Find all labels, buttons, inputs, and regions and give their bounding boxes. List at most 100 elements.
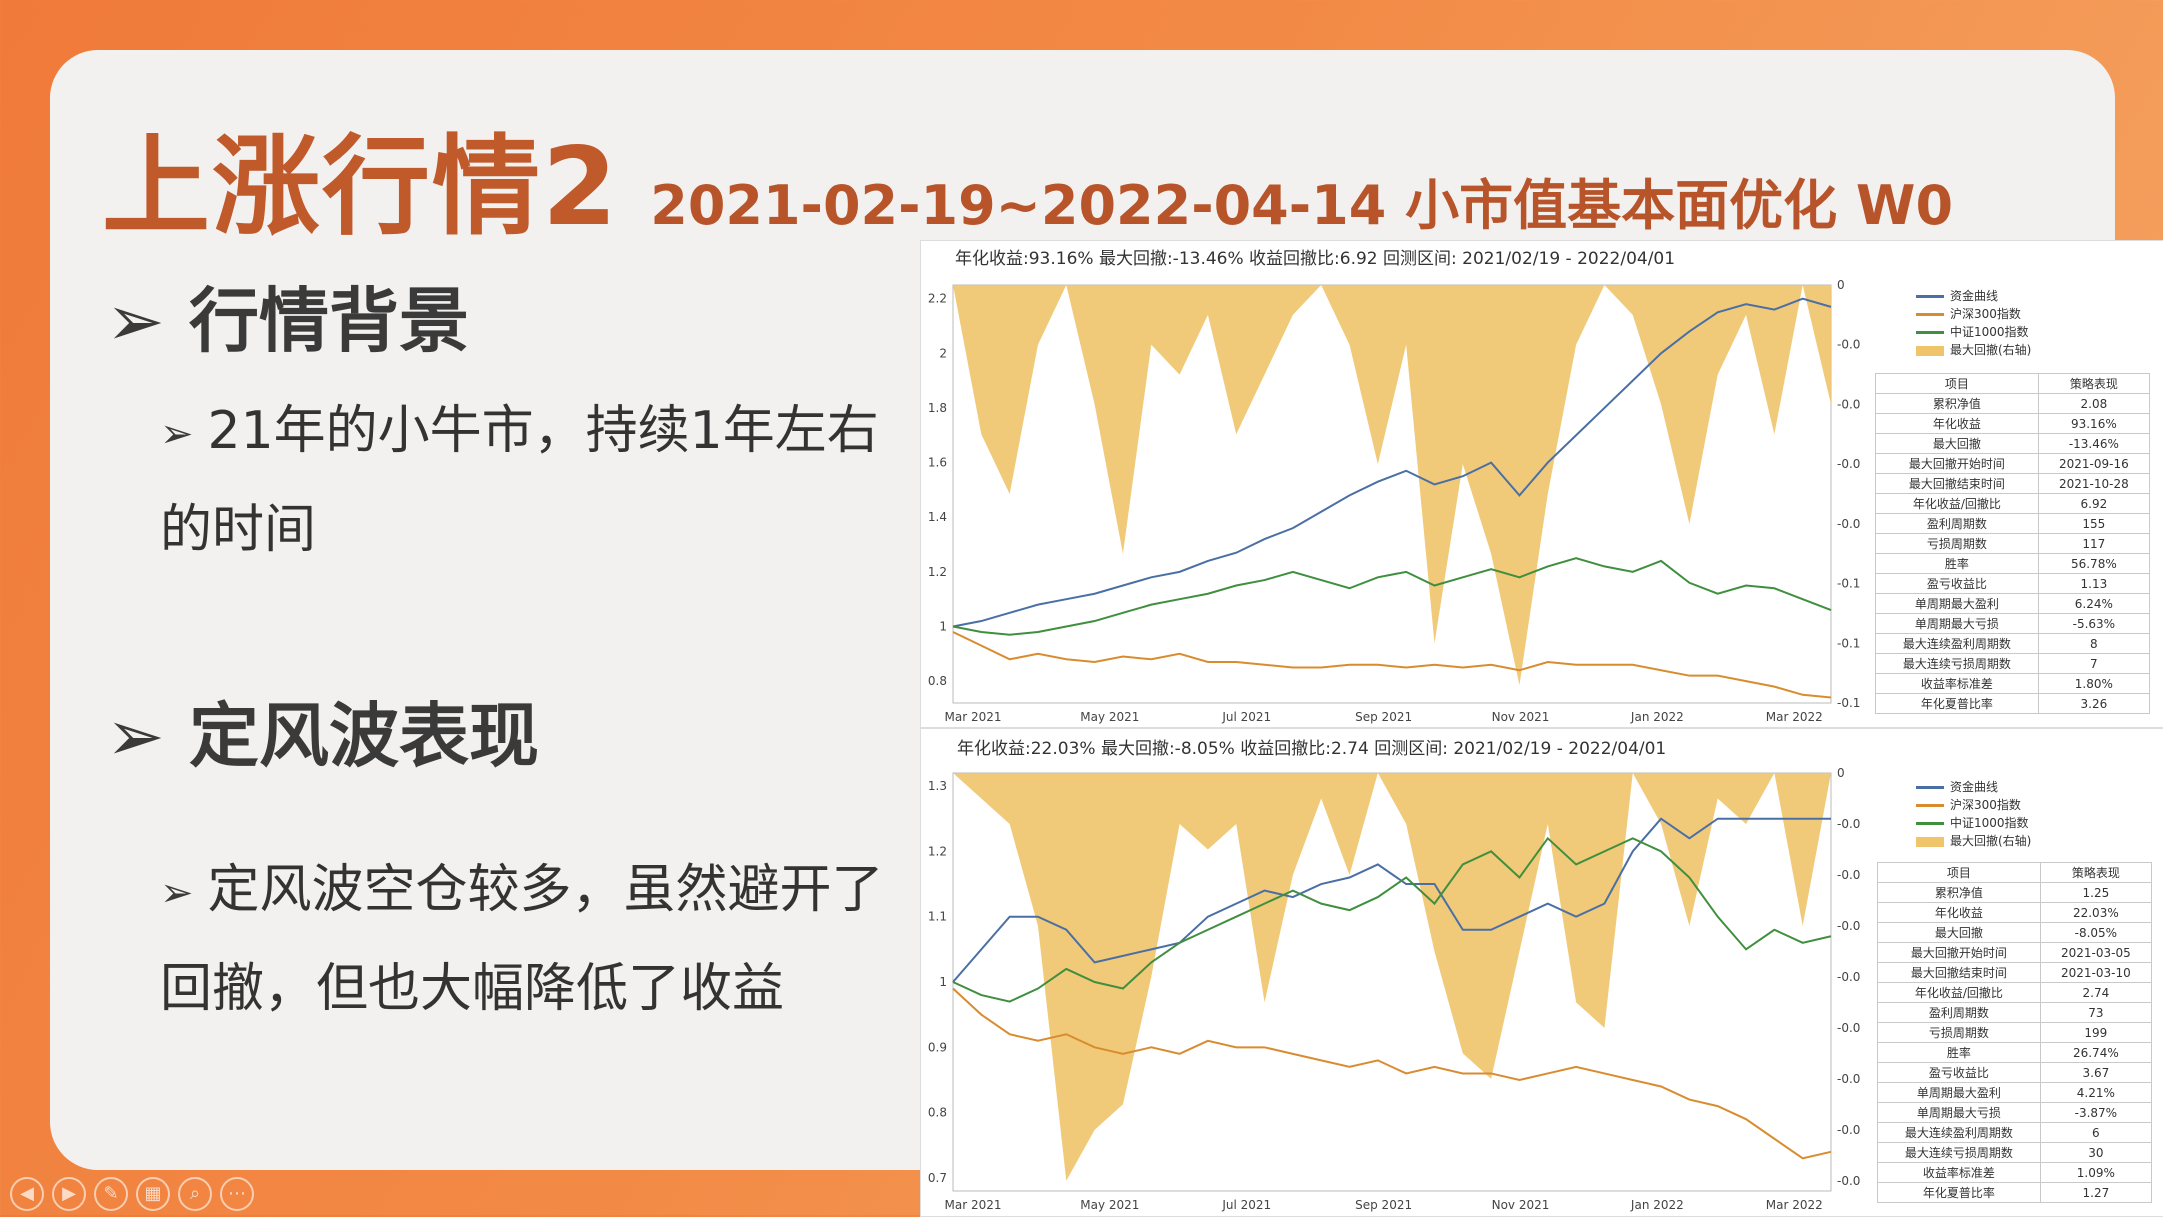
stats-label: 单周期最大盈利: [1877, 1082, 2041, 1103]
stats-row: 单周期最大亏损 -3.87%: [1877, 1102, 2153, 1123]
chart2-svg: 0.7 0.8 0.9 1 1.1 1.2 1.3 0 -0.01 -0.02 -0.03 -0.04…: [928, 766, 1861, 1212]
y-tick-label: 1.2: [928, 844, 947, 858]
arrow-bullet-icon: ➢: [106, 695, 165, 777]
x-tick-label: May 2021: [1080, 710, 1139, 724]
x-tick-label: Jan 2022: [1630, 1198, 1684, 1212]
stats-label: 年化收益: [1875, 413, 2039, 434]
stats-row: 累积净值 1.25: [1877, 882, 2153, 903]
stats-label: 最大回撤: [1877, 922, 2041, 943]
stats-label: 收益率标准差: [1877, 1162, 2041, 1183]
section1-body: ➢ 21年的小牛市，持续1年左右的时间: [160, 383, 920, 578]
legend-item: 中证1000指数: [1916, 323, 2031, 341]
stats-header: 项目: [1877, 862, 2041, 883]
chart1-stats-table: 项目 策略表现 累积净值 2.08 年化收益 93.16% 最大回撤 -13.46% 最大回撤开…: [1875, 373, 2151, 714]
stats-label: 单周期最大盈利: [1875, 593, 2039, 614]
stats-row: 最大回撤结束时间 2021-03-10: [1877, 962, 2153, 983]
series-line-zz1000: [952, 557, 1832, 636]
y-tick-label: 2.2: [928, 292, 947, 306]
y2-tick-label: 0: [1837, 766, 1845, 780]
series-line-strategy: [952, 817, 1831, 983]
legend-label: 资金曲线: [1950, 780, 1999, 794]
stats-label: 盈亏收益比: [1877, 1062, 2041, 1083]
y-tick-label: 1: [939, 975, 947, 989]
y-tick-label: 1.8: [928, 401, 947, 415]
next-icon[interactable]: ▶: [52, 1177, 86, 1211]
zoom-icon[interactable]: ⌕: [178, 1177, 212, 1211]
y-tick-label: 2: [939, 346, 947, 360]
stats-row: 最大回撤结束时间 2021-10-28: [1875, 473, 2151, 494]
stats-row: 亏损周期数 117: [1875, 533, 2151, 554]
stats-label: 单周期最大亏损: [1877, 1102, 2041, 1123]
stats-value: -5.63%: [2037, 613, 2151, 634]
stats-value: 2021-09-16: [2037, 453, 2151, 474]
y2-tick-label: -0.04: [1837, 397, 1861, 411]
grid-icon[interactable]: ▦: [136, 1177, 170, 1211]
stats-value: -3.87%: [2039, 1102, 2153, 1123]
x-tick-label: Sep 2021: [1355, 1198, 1412, 1212]
stats-value: 93.16%: [2037, 413, 2151, 434]
stats-value: 6: [2039, 1122, 2153, 1143]
series-line-hs300: [952, 987, 1832, 1160]
series-line-zz1000: [952, 836, 1832, 1003]
y2-tick-label: -0.07: [1837, 1123, 1861, 1137]
stats-label: 最大回撤开始时间: [1877, 942, 2041, 963]
stats-label: 年化夏普比率: [1877, 1182, 2041, 1203]
pen-icon[interactable]: ✎: [94, 1177, 128, 1211]
y2-tick-label: -0.03: [1837, 919, 1861, 933]
stats-row: 年化收益 22.03%: [1877, 902, 2153, 923]
stats-label: 最大连续盈利周期数: [1877, 1122, 2041, 1143]
drawdown-area: [953, 773, 1831, 1181]
x-tick-label: Jan 2022: [1630, 710, 1684, 724]
stats-row: 胜率 56.78%: [1875, 553, 2151, 574]
arrow-bullet-icon: ➢: [160, 411, 194, 457]
legend-item: 资金曲线: [1916, 778, 2031, 796]
stats-row: 最大连续亏损周期数 30: [1877, 1142, 2153, 1163]
y2-tick-label: -0.08: [1837, 1174, 1861, 1188]
stats-value: 7: [2037, 653, 2151, 674]
y-tick-label: 1.2: [928, 565, 947, 579]
section2-body-text: 定风波空仓较多，虽然避开了回撤，但也大幅降低了收益: [160, 860, 884, 1019]
stats-row: 收益率标准差 1.80%: [1875, 673, 2151, 694]
stats-label: 盈利周期数: [1875, 513, 2039, 534]
stats-label: 胜率: [1877, 1042, 2041, 1063]
stats-row: 亏损周期数 199: [1877, 1022, 2153, 1043]
stats-label: 最大回撤开始时间: [1875, 453, 2039, 474]
arrow-bullet-icon: ➢: [106, 280, 165, 362]
arrow-bullet-icon: ➢: [160, 870, 194, 916]
y-tick-label: 1.3: [928, 779, 947, 793]
stats-label: 最大回撤结束时间: [1875, 473, 2039, 494]
stats-row: 最大回撤 -8.05%: [1877, 922, 2153, 943]
stats-header: 策略表现: [2039, 862, 2153, 883]
legend-label: 最大回撤(右轴): [1950, 343, 2032, 357]
legend-label: 最大回撤(右轴): [1950, 834, 2032, 848]
title-subtitle: 2021-02-19~2022-04-14 小市值基本面优化 W0: [650, 174, 1954, 237]
stats-label: 年化收益/回撤比: [1877, 982, 2041, 1003]
more-icon[interactable]: ⋯: [220, 1177, 254, 1211]
y-tick-label: 0.9: [928, 1040, 947, 1054]
stats-label: 单周期最大亏损: [1875, 613, 2039, 634]
legend-item: 沪深300指数: [1916, 796, 2031, 814]
x-tick-label: Jul 2021: [1221, 1198, 1271, 1212]
stats-row: 单周期最大亏损 -5.63%: [1875, 613, 2151, 634]
chart1-legend: 资金曲线 沪深300指数 中证1000指数 最大回撤(右轴): [1916, 287, 2031, 359]
prev-icon[interactable]: ◀: [10, 1177, 44, 1211]
stats-row: 最大连续盈利周期数 8: [1875, 633, 2151, 654]
title-main: 上涨行情2: [102, 125, 620, 250]
stats-value: -13.46%: [2037, 433, 2151, 454]
chart1-svg: 0.8 1 1.2 1.4 1.6 1.8 2 2.2 0 -0.02 -0.04 -0.06 -0.0…: [928, 278, 1861, 724]
stats-row: 最大连续盈利周期数 6: [1877, 1122, 2153, 1143]
x-tick-label: Mar 2022: [1766, 1198, 1823, 1212]
stats-value: 6.24%: [2037, 593, 2151, 614]
stats-row: 最大回撤开始时间 2021-09-16: [1875, 453, 2151, 474]
x-tick-label: Nov 2021: [1492, 1198, 1550, 1212]
section2-heading: ➢ 定风波表现: [106, 680, 539, 781]
stats-label: 亏损周期数: [1877, 1022, 2041, 1043]
stats-label: 盈利周期数: [1877, 1002, 2041, 1023]
stats-value: 2021-03-10: [2039, 962, 2153, 983]
y2-tick-label: -0.14: [1837, 696, 1861, 710]
stats-value: 3.26: [2037, 693, 2151, 714]
y2-tick-label: -0.12: [1837, 636, 1861, 650]
stats-value: 1.09%: [2039, 1162, 2153, 1183]
stats-value: 155: [2037, 513, 2151, 534]
legend-label: 沪深300指数: [1950, 307, 2021, 321]
